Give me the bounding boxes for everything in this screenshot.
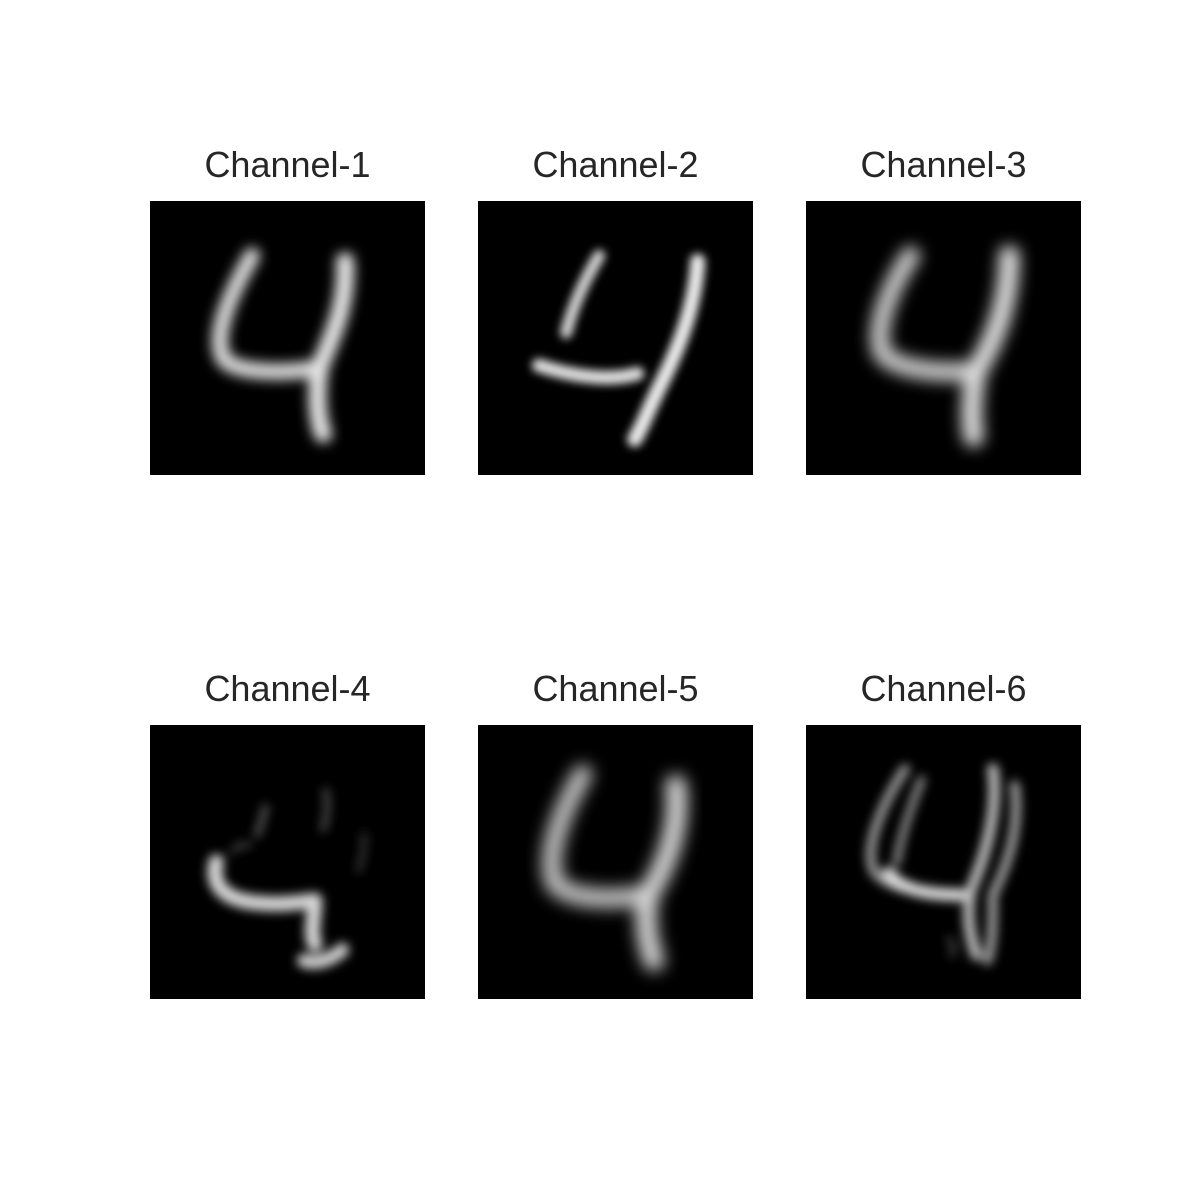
panel-title: Channel-5 xyxy=(532,668,699,709)
channel-5-image xyxy=(478,725,753,999)
panel-title: Channel-6 xyxy=(860,668,1027,709)
channel-4-image xyxy=(150,725,425,999)
panel-title: Channel-4 xyxy=(204,668,371,709)
channel-6-image xyxy=(806,725,1081,999)
panel-title: Channel-3 xyxy=(860,144,1027,185)
channel-2-image xyxy=(478,201,753,475)
panel-title: Channel-2 xyxy=(532,144,699,185)
channel-1-image xyxy=(150,201,425,475)
panel-title: Channel-1 xyxy=(204,144,371,185)
channel-3-image xyxy=(806,201,1081,475)
